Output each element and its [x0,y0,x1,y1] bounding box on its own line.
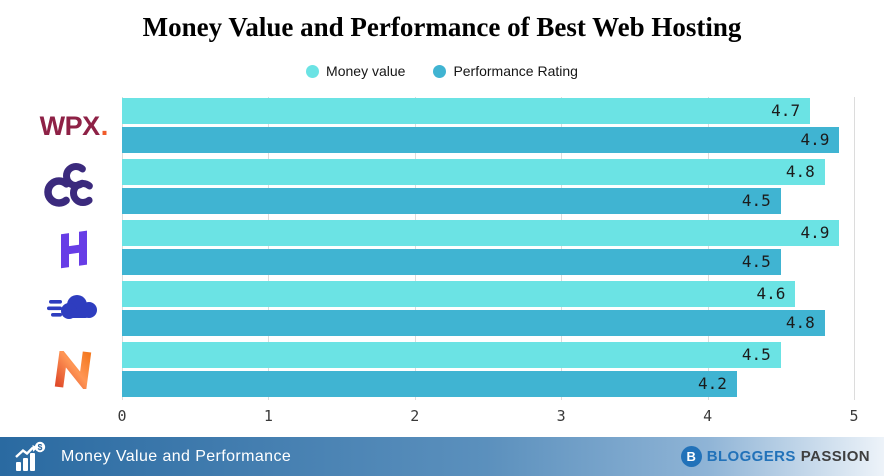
legend-label-money-value: Money value [326,63,406,79]
performance-bar-cloudways: 4.8 [122,310,825,336]
bar-chart: WPX . 4.7 4.9 4.8 4.5 4.9 4.5 [40,97,859,426]
x-tick-label-3: 3 [556,407,566,425]
gridline-3 [561,97,563,400]
legend: Money value Performance Rating [0,63,884,79]
wpx-dot: . [100,109,109,141]
performance-rating-swatch-icon [433,64,447,78]
performance-bar-hostinger: 4.5 [122,249,781,275]
legend-item-money-value: Money value [306,63,405,79]
gridline-5 [854,97,855,400]
footer-left: $ Money Value and Performance [14,441,291,472]
legend-label-performance-rating: Performance Rating [453,63,578,79]
chart-title: Money Value and Performance of Best Web … [142,12,742,42]
namecheap-logo [54,350,92,389]
x-tick-label-0: 0 [117,407,127,425]
x-tick-label-4: 4 [703,407,713,425]
bar-group-cloudways: 4.6 4.8 [47,281,854,336]
wpx-wordmark: WPX [39,110,101,141]
money-value-bar-hostinger: 4.9 [122,220,840,246]
gridlines [122,97,855,400]
bar-group-namecheap: 4.5 4.2 [54,342,854,397]
footer-title: Money Value and Performance [61,447,292,465]
bar-group-ccc: 4.8 4.5 [44,159,854,214]
money-value-bar-ccc: 4.8 [122,159,825,185]
hostinger-logo [61,230,87,268]
bar-group-hostinger: 4.9 4.5 [61,220,854,275]
money-value-label-cloudways: 4.6 [756,284,786,303]
brand-cell-namecheap [0,342,122,397]
gridline-0 [122,97,123,400]
gridline-4 [707,97,709,400]
performance-value-label-wpx: 4.9 [800,130,830,149]
money-value-label-namecheap: 4.5 [741,345,771,364]
performance-value-label-namecheap: 4.2 [697,374,727,393]
x-tick-label-2: 2 [410,407,420,425]
money-value-label-hostinger: 4.9 [800,223,830,242]
brand-cell-hostinger [0,220,122,275]
legend-item-performance-rating: Performance Rating [433,63,578,79]
money-growth-chart-icon: $ [15,441,46,471]
performance-value-label-hostinger: 4.5 [741,252,771,271]
performance-bar-namecheap: 4.2 [122,371,737,397]
x-tick-label-5: 5 [849,407,859,425]
brand-cell-ccc [0,159,122,214]
bloggerspassion-wordmark-dark: PASSION [800,448,870,465]
x-tick-label-1: 1 [263,407,273,425]
performance-value-label-ccc: 4.5 [741,191,771,210]
plot-area: WPX . 4.7 4.9 4.8 4.5 4.9 4.5 [40,97,855,403]
bar-groups: WPX . 4.7 4.9 4.8 4.5 4.9 4.5 [40,98,854,403]
money-value-bar-namecheap: 4.5 [122,342,781,368]
money-value-bar-cloudways: 4.6 [122,281,796,307]
x-axis: 0 1 2 3 4 5 [117,400,858,426]
money-value-label-wpx: 4.7 [771,101,801,120]
brand-cell-cloudways [0,281,122,336]
speed-cloud-logo [47,294,97,319]
brand-cell-wpx: WPX . [0,98,122,153]
footer-banner: $ Money Value and Performance B BLOGGERS… [0,437,884,476]
money-value-bar-wpx: 4.7 [122,98,811,124]
performance-value-label-cloudways: 4.8 [785,313,815,332]
gridline-1 [268,97,270,400]
wpx-logo: WPX . [40,110,109,142]
triple-c-cloud-logo [44,162,96,207]
bloggerspassion-logo: B BLOGGERS PASSION [680,446,870,467]
svg-text:$: $ [38,442,43,452]
bloggerspassion-b-badge-icon: B [680,446,702,467]
bar-group-wpx: WPX . 4.7 4.9 [40,98,854,153]
performance-bar-ccc: 4.5 [122,188,781,214]
bloggerspassion-wordmark-blue: BLOGGERS [706,448,796,465]
money-value-swatch-icon [306,64,320,78]
money-value-label-ccc: 4.8 [785,162,815,181]
performance-bar-wpx: 4.9 [122,127,840,153]
gridline-2 [414,97,416,400]
